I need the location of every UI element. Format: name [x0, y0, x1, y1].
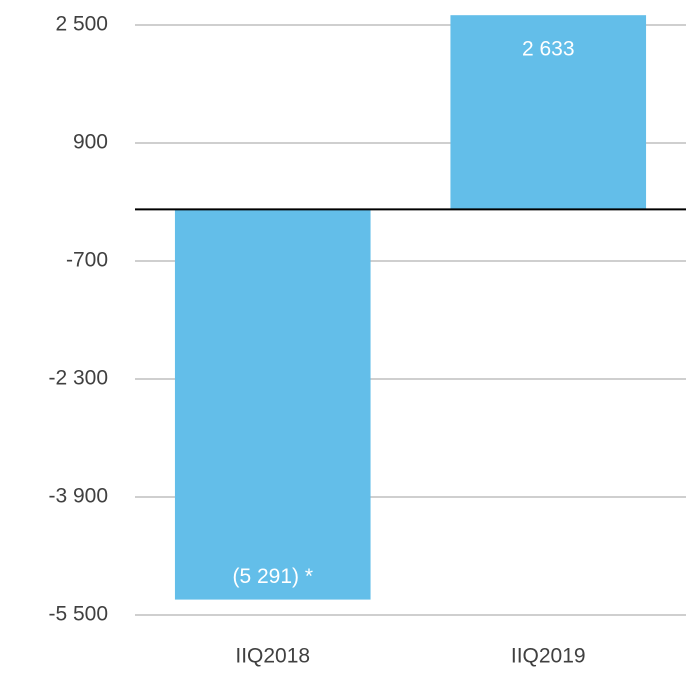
y-tick-label: -2 300	[48, 367, 108, 390]
y-tick-label: -3 900	[48, 485, 108, 508]
x-tick-label: IIQ2018	[235, 645, 310, 668]
y-tick-label: 2 500	[55, 13, 108, 36]
data-label: (5 291) *	[232, 565, 313, 588]
y-tick-label: -700	[66, 249, 108, 272]
bar	[450, 15, 647, 210]
data-label: 2 633	[522, 38, 575, 61]
y-tick-label: -5 500	[48, 603, 108, 626]
x-tick-label: IIQ2019	[511, 645, 586, 668]
y-tick-label: 900	[73, 131, 108, 154]
bar	[174, 209, 371, 600]
